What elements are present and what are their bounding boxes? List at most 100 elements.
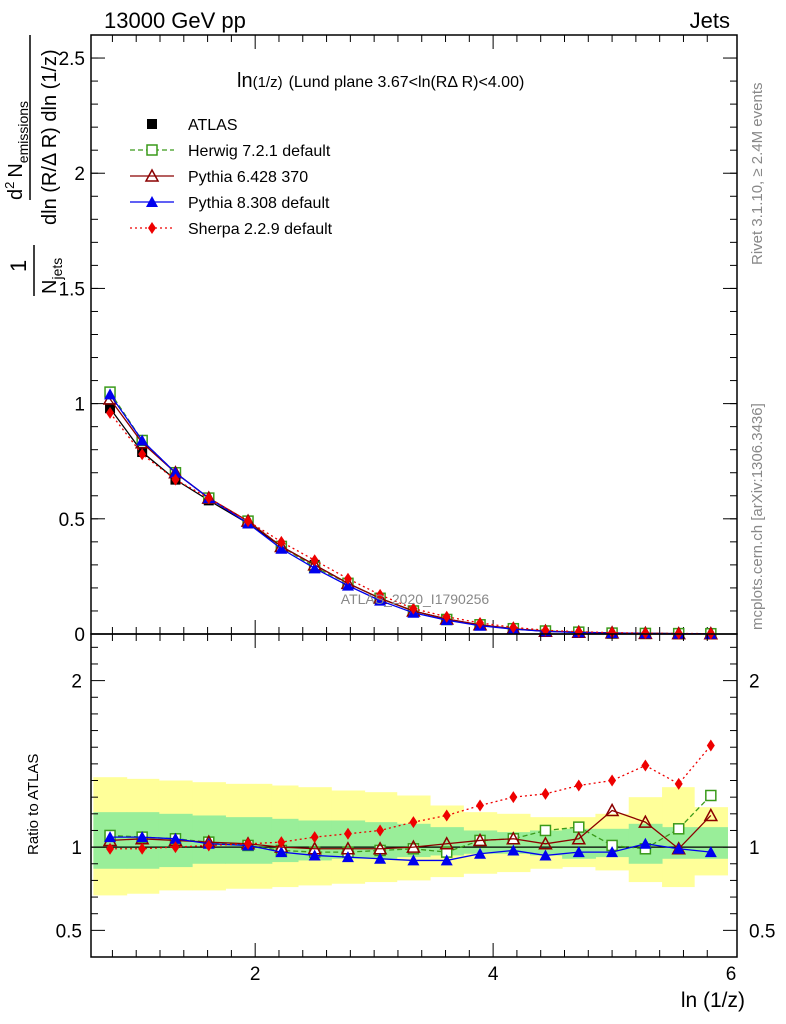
ratio-point-pythia8 — [104, 831, 117, 843]
legend-label-herwig: Herwig 7.2.1 default — [188, 143, 331, 160]
ratio-point-herwig — [672, 823, 685, 835]
ratio-point-pythia8 — [308, 849, 321, 861]
main-point-sherpa — [138, 448, 147, 461]
ratio-xtick-label: 4 — [488, 964, 499, 985]
main-point-pythia8 — [308, 562, 321, 574]
ratio-point-pythia8 — [704, 846, 717, 858]
ratio-point-pythia8 — [374, 852, 387, 864]
ratio-frame — [90, 633, 738, 958]
main-point-pythia8 — [104, 388, 117, 400]
ratio-point-pythia6 — [506, 831, 521, 845]
main-point-sherpa — [343, 572, 352, 585]
legend-label-pythia8: Pythia 8.308 default — [188, 195, 330, 212]
ratio-point-pythia8 — [474, 847, 487, 859]
main-point-sherpa — [409, 602, 418, 615]
legend-marker-atlas — [147, 119, 157, 129]
main-point-sherpa — [442, 610, 451, 623]
ratio-ytick-label: 0.5 — [56, 921, 82, 942]
ratio-point-pythia8 — [572, 846, 585, 858]
header-right: Jets — [690, 8, 730, 33]
ratio-point-sherpa — [608, 774, 617, 787]
ylabel-denominator: dln (R/Δ R) dln (1/z) — [39, 49, 61, 225]
ylabel-d2-sup: 2 — [2, 182, 17, 189]
main-point-sherpa — [476, 616, 485, 629]
ratio-point-pythia6 — [703, 807, 719, 822]
header-left: 13000 GeV pp — [104, 8, 246, 33]
main-point-sherpa — [106, 406, 115, 419]
mcplots-reference-text: mcplots.cern.ch [arXiv:1306.3436] — [749, 403, 766, 630]
legend-label-atlas: ATLAS — [188, 117, 238, 134]
ratio-point-pythia8 — [507, 844, 520, 856]
ratio-point-pythia8 — [407, 854, 420, 866]
ratio-point-sherpa — [310, 831, 319, 844]
ratio-point-pythia8 — [539, 849, 552, 861]
ratio-point-sherpa — [641, 759, 650, 772]
ratio-point-pythia6 — [571, 831, 587, 845]
main-point-sherpa — [641, 627, 650, 640]
legend-marker-pythia6 — [144, 168, 160, 182]
ylabel-den-main: N — [39, 280, 61, 294]
ratio-point-herwig — [573, 821, 585, 833]
ratio-point-sherpa — [674, 777, 683, 790]
plot-title-rest: (Lund plane 3.67<ln(RΔ R)<4.00) — [289, 74, 525, 91]
ratio-ytick-label: 1 — [71, 838, 82, 859]
ratio-point-pythia8 — [169, 832, 182, 844]
ratio-xtick-label: 2 — [250, 964, 261, 985]
ratio-point-pythia8 — [275, 846, 288, 858]
ratio-point-herwig — [539, 824, 552, 837]
ratio-point-sherpa — [509, 791, 518, 804]
ratio-point-pythia8 — [136, 831, 149, 843]
legend-label-sherpa: Sherpa 2.2.9 default — [188, 221, 333, 238]
ratio-point-pythia6 — [604, 802, 620, 817]
ylabel-n-sub: emissions — [15, 101, 31, 163]
plot-title-sub: (1/z) — [253, 74, 283, 91]
plot-title-main: ln — [237, 70, 253, 92]
ratio-point-sherpa — [138, 842, 147, 855]
rivet-version-text: Rivet 3.1.10, ≥ 2.4M events — [749, 83, 766, 266]
main-ytick-label: 1 — [74, 395, 85, 416]
ratio-point-pythia8 — [639, 837, 652, 849]
analysis-watermark: ATLAS_2020_I1790256 — [341, 591, 490, 607]
main-point-sherpa — [376, 588, 385, 601]
main-point-sherpa — [244, 515, 253, 528]
ratio-point-sherpa — [409, 816, 418, 829]
ratio-point-sherpa — [343, 827, 352, 840]
main-ytick-label: 0.5 — [59, 510, 85, 531]
ratio-y-axis-label: Ratio to ATLAS — [25, 754, 42, 855]
ratio-point-pythia8 — [341, 851, 354, 863]
ratio-point-sherpa — [244, 837, 253, 850]
main-point-sherpa — [171, 473, 180, 486]
ratio-point-sherpa — [442, 809, 451, 822]
main-point-pythia8 — [341, 579, 354, 591]
main-ytick-label: 0 — [74, 625, 85, 646]
main-point-sherpa — [204, 492, 213, 505]
ylabel-frac-den: Njets — [39, 258, 65, 294]
main-point-sherpa — [509, 621, 518, 634]
legend-label-pythia6: Pythia 6.428 370 — [188, 169, 308, 186]
ratio-point-pythia8 — [606, 846, 619, 858]
ylabel-numerator: d2 Nemissions — [2, 101, 31, 200]
ratio-point-pythia6 — [638, 814, 653, 828]
legend-marker-herwig — [146, 144, 158, 156]
ratio-point-sherpa — [706, 739, 715, 752]
ratio-ytick-label-right: 2 — [749, 672, 760, 693]
ratio-point-sherpa — [541, 787, 550, 800]
main-plot-group: 0 0.5 1 1.5 2 2.5 ATLAS Herwig 7.2.1 default Pyt… — [59, 34, 738, 646]
main-point-pythia8 — [169, 466, 182, 478]
ratio-point-sherpa — [574, 779, 583, 792]
ratio-point-sherpa — [476, 799, 485, 812]
main-ytick-label: 2.5 — [59, 49, 85, 70]
main-point-sherpa — [608, 626, 617, 639]
main-point-pythia8 — [275, 542, 288, 554]
main-y-axis-label: 1 Njets d2 Nemissions dln (R/Δ R) dln (1/… — [2, 35, 65, 296]
ratio-point-sherpa — [277, 836, 286, 849]
main-ytick-label: 1.5 — [59, 279, 85, 300]
ratio-ytick-label-right: 1 — [749, 838, 760, 859]
legend-marker-sherpa — [148, 222, 156, 234]
main-point-sherpa — [277, 535, 286, 548]
ratio-point-pythia6 — [439, 836, 454, 850]
ylabel-frac-num: 1 — [6, 260, 31, 272]
ratio-point-sherpa — [106, 842, 115, 855]
